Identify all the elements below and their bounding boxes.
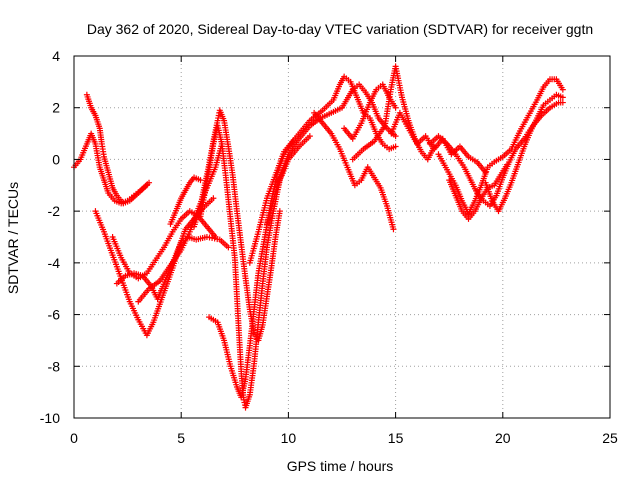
series-track-16 [388,109,489,176]
y-axis-label: SDTVAR / TECUs [5,182,21,294]
series-track-4 [109,208,219,282]
y-tick-label: -6 [48,307,61,323]
data-point [197,177,204,184]
series-track-7 [167,174,204,228]
series-track-13 [311,109,397,233]
series-track-15 [349,63,438,163]
x-tick-label: 15 [388,430,404,446]
data-point [306,133,313,140]
x-axis-label: GPS time / hours [287,458,394,474]
data-point [276,208,283,215]
y-tick-label: -8 [48,358,61,374]
y-tick-label: -10 [40,410,60,426]
plot-frame [73,55,611,419]
series-track-1 [71,130,153,207]
data-point [559,86,566,93]
series-track-20 [446,161,511,222]
series-track-18 [435,76,566,217]
x-tick-label: 5 [177,430,185,446]
x-tick-label: 25 [602,430,618,446]
y-tick-label: 4 [52,48,60,64]
x-tick-label: 10 [281,430,297,446]
series-track-12 [263,81,399,228]
data-point [504,161,511,168]
data-point [210,195,217,202]
data-point [392,133,399,140]
data-point [559,94,566,101]
y-tick-label: -4 [48,255,61,271]
series-track-9 [197,122,313,411]
data-point [225,244,232,251]
data-points [71,63,566,411]
x-tick-label: 0 [70,430,78,446]
x-tick-label: 20 [495,430,511,446]
data-point [392,104,399,111]
series-track-10 [206,138,296,401]
y-tick-label: -2 [48,203,61,219]
data-point [390,226,397,233]
data-point [392,143,399,150]
data-point [559,99,566,106]
y-tick-label: 2 [52,100,60,116]
y-tick-label: 0 [52,151,60,167]
axis-ticks: 0 5 10 15 20 25 -10 -8 -6 -4 -2 0 2 4 [40,48,618,446]
chart-title: Day 362 of 2020, Sidereal Day-to-day VTE… [87,21,593,37]
series-track-17 [426,99,566,209]
series-track-19 [482,91,566,215]
series-track-2 [83,91,150,207]
data-point [143,182,150,189]
